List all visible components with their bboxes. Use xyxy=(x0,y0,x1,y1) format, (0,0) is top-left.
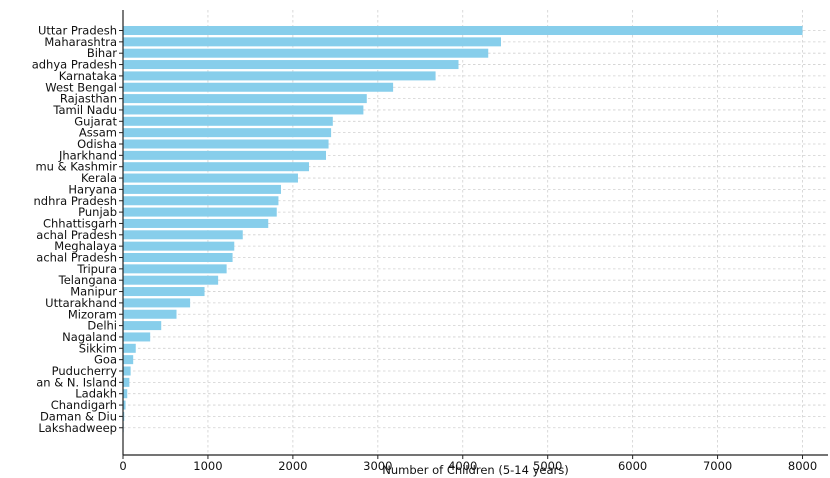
category-label: Punjab xyxy=(78,205,117,219)
bar xyxy=(123,184,281,194)
category-label: Uttar Pradesh xyxy=(38,24,117,38)
category-label: Ladakh xyxy=(75,387,117,401)
category-label: Gujarat xyxy=(74,114,117,128)
category-label: Sikkim xyxy=(79,341,117,355)
category-label: Kerala xyxy=(81,171,117,185)
bar xyxy=(123,298,191,308)
x-tick-label: 6000 xyxy=(618,459,647,473)
category-label: Tripura xyxy=(76,262,117,276)
x-tick-label: 8000 xyxy=(788,459,817,473)
bar xyxy=(123,366,131,376)
bar xyxy=(123,287,205,297)
bar xyxy=(123,332,151,342)
bar xyxy=(123,48,489,58)
x-axis-ticks: 0 1000 2000 3000 4000 5000 6000 7000 8000 xyxy=(119,30,817,473)
category-label: Rajasthan xyxy=(60,92,117,106)
bar xyxy=(123,343,136,353)
category-label: Tamil Nadu xyxy=(52,103,117,117)
bar xyxy=(123,377,130,387)
category-label: Mizoram xyxy=(68,307,117,321)
bar xyxy=(123,37,501,47)
category-label: Meghalaya xyxy=(54,239,117,253)
category-label: mu & Kashmir xyxy=(35,160,117,174)
bar xyxy=(123,94,367,104)
x-tick-label: 5000 xyxy=(533,459,562,473)
bar xyxy=(123,230,243,240)
bar xyxy=(123,26,803,35)
category-label: ndhra Pradesh xyxy=(34,194,117,208)
category-label: Nagaland xyxy=(62,330,117,344)
category-label: an & N. Island xyxy=(36,375,117,389)
bar xyxy=(123,162,310,172)
bar xyxy=(123,275,219,285)
bar xyxy=(123,309,177,319)
category-label: Chhattisgarh xyxy=(43,216,117,230)
bar xyxy=(123,241,235,251)
bar xyxy=(123,218,269,228)
x-tick-label: 3000 xyxy=(363,459,392,473)
category-label: Assam xyxy=(79,126,117,140)
bar xyxy=(123,173,298,183)
category-label: achal Pradesh xyxy=(36,251,117,265)
x-tick-label: 0 xyxy=(119,459,126,473)
bar xyxy=(123,82,394,92)
bar xyxy=(123,196,279,206)
category-label: Jharkhand xyxy=(58,148,117,162)
category-label: Bihar xyxy=(87,46,117,60)
bars xyxy=(123,26,803,433)
bar xyxy=(123,355,134,365)
category-label: Chandigarh xyxy=(51,398,117,412)
bar xyxy=(123,411,125,421)
bar xyxy=(123,116,333,126)
category-label: Puducherry xyxy=(52,364,118,378)
category-label: Maharashtra xyxy=(44,35,117,49)
bar xyxy=(123,253,233,262)
category-label: Lakshadweep xyxy=(38,421,117,435)
category-label: Goa xyxy=(94,353,117,367)
category-label: Daman & Diu xyxy=(40,409,117,423)
category-label: adhya Pradesh xyxy=(32,58,117,72)
category-label: Delhi xyxy=(87,319,117,333)
x-tick-label: 2000 xyxy=(278,459,307,473)
category-label: Uttarakhand xyxy=(45,296,117,310)
bar xyxy=(123,400,126,410)
bar xyxy=(123,264,227,274)
bar xyxy=(123,321,162,331)
bar xyxy=(123,128,332,138)
category-label: achal Pradesh xyxy=(36,228,117,242)
x-tick-label: 4000 xyxy=(448,459,477,473)
category-label: Telangana xyxy=(58,273,117,287)
bar xyxy=(123,71,436,81)
bar xyxy=(123,207,277,217)
category-label: Odisha xyxy=(77,137,117,151)
x-axis-label: Number of Children (5-14 years) xyxy=(382,463,568,477)
bar xyxy=(123,389,128,399)
category-label: Haryana xyxy=(68,182,117,196)
x-tick-label: 1000 xyxy=(193,459,222,473)
bar xyxy=(123,139,329,149)
category-label: Karnataka xyxy=(59,69,117,83)
bar xyxy=(123,60,459,70)
x-tick-label: 7000 xyxy=(703,459,732,473)
bar xyxy=(123,150,327,160)
category-label: Manipur xyxy=(70,285,117,299)
category-label: West Bengal xyxy=(45,80,117,94)
bar xyxy=(123,105,364,115)
